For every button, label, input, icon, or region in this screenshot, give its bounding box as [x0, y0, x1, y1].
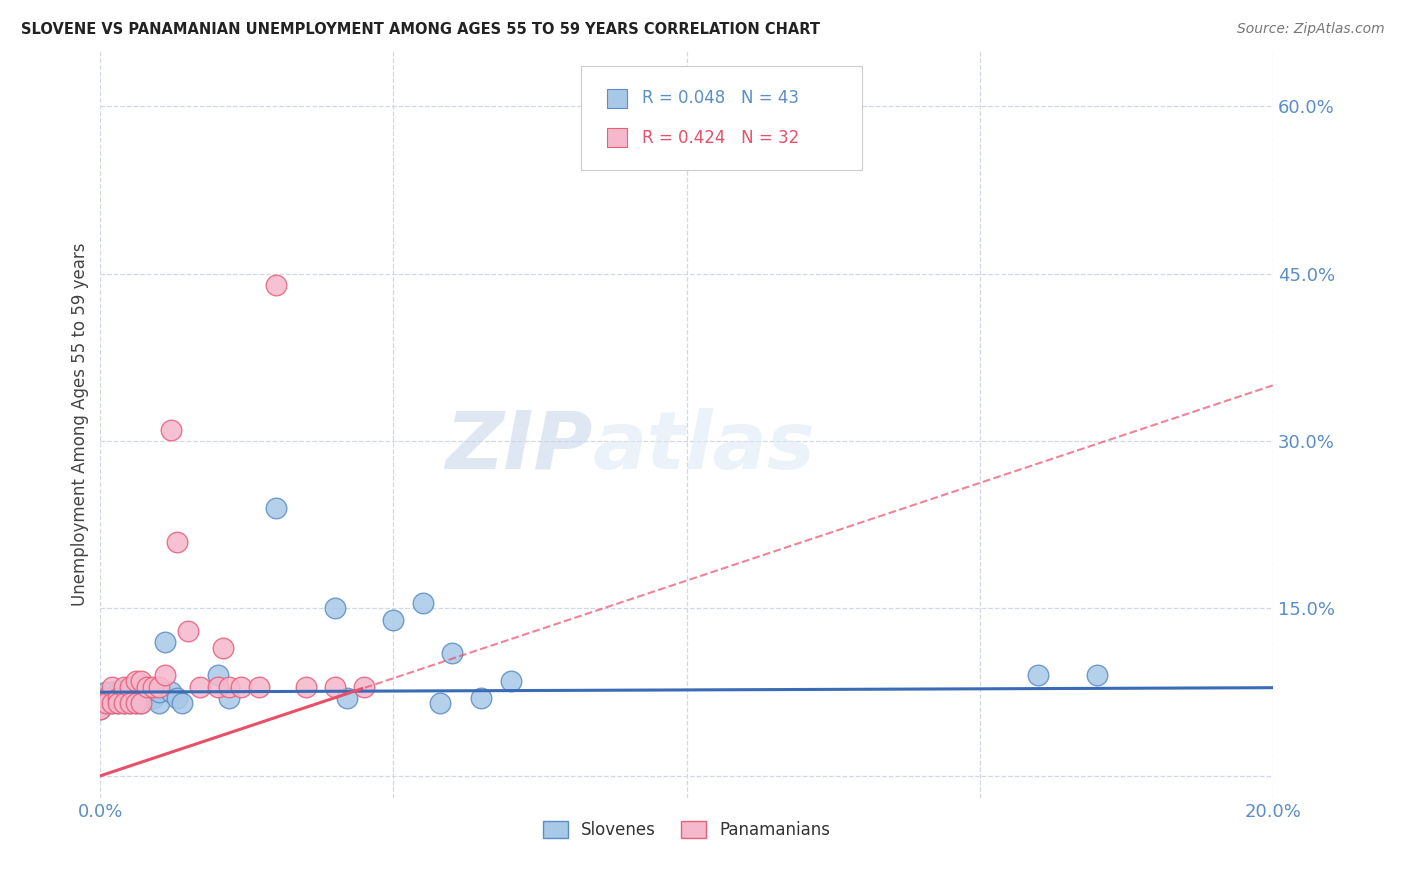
Point [107, 685, 129, 699]
Point [207, 680, 229, 694]
Point [188, 680, 211, 694]
Point [96, 696, 118, 710]
Point [247, 680, 270, 694]
Point [153, 668, 176, 682]
Point [136, 680, 159, 694]
Point [101, 696, 124, 710]
Point [353, 680, 375, 694]
Point [124, 696, 146, 710]
Point [136, 685, 159, 699]
Text: atlas: atlas [593, 408, 815, 486]
Y-axis label: Unemployment Among Ages 55 to 59 years: Unemployment Among Ages 55 to 59 years [72, 243, 89, 607]
Point [148, 696, 170, 710]
Text: R = 0.048   N = 43: R = 0.048 N = 43 [643, 89, 799, 107]
Point [148, 685, 170, 699]
Point [153, 635, 176, 649]
Point [177, 624, 200, 638]
Point [470, 690, 492, 705]
Point [412, 596, 434, 610]
Point [159, 685, 181, 699]
Point [212, 640, 235, 655]
Point [112, 690, 135, 705]
Point [218, 680, 240, 694]
Text: Source: ZipAtlas.com: Source: ZipAtlas.com [1237, 22, 1385, 37]
Point [1085, 668, 1108, 682]
Bar [607, 89, 627, 108]
Point [131, 673, 153, 688]
Point [118, 680, 141, 694]
Point [1026, 668, 1049, 682]
Point [107, 690, 129, 705]
Point [207, 668, 229, 682]
FancyBboxPatch shape [581, 66, 862, 170]
Point [112, 696, 135, 710]
Point [142, 680, 165, 694]
Point [101, 696, 124, 710]
Point [382, 613, 405, 627]
Point [112, 680, 135, 694]
Point [142, 690, 165, 705]
Point [131, 690, 153, 705]
Point [499, 673, 522, 688]
Point [124, 685, 146, 699]
Point [89, 702, 111, 716]
Point [124, 696, 146, 710]
Point [172, 696, 194, 710]
Point [148, 680, 170, 694]
Point [124, 690, 146, 705]
Point [118, 696, 141, 710]
Point [107, 696, 129, 710]
Point [118, 696, 141, 710]
Point [166, 690, 188, 705]
Point [96, 685, 118, 699]
Point [96, 690, 118, 705]
Bar [607, 128, 627, 147]
Point [136, 690, 159, 705]
Point [323, 680, 346, 694]
Point [294, 680, 316, 694]
Point [112, 696, 135, 710]
Point [264, 501, 287, 516]
Text: R = 0.424   N = 32: R = 0.424 N = 32 [643, 128, 799, 146]
Point [96, 690, 118, 705]
Point [112, 685, 135, 699]
Legend: Slovenes, Panamanians: Slovenes, Panamanians [536, 814, 837, 846]
Point [264, 277, 287, 292]
Point [441, 646, 464, 660]
Point [107, 690, 129, 705]
Point [118, 685, 141, 699]
Point [101, 685, 124, 699]
Point [335, 690, 357, 705]
Point [159, 423, 181, 437]
Point [124, 673, 146, 688]
Point [323, 601, 346, 615]
Text: SLOVENE VS PANAMANIAN UNEMPLOYMENT AMONG AGES 55 TO 59 YEARS CORRELATION CHART: SLOVENE VS PANAMANIAN UNEMPLOYMENT AMONG… [21, 22, 820, 37]
Point [131, 696, 153, 710]
Point [107, 696, 129, 710]
Point [101, 680, 124, 694]
Point [229, 680, 252, 694]
Point [118, 690, 141, 705]
Point [89, 702, 111, 716]
Point [101, 690, 124, 705]
Point [166, 534, 188, 549]
Text: ZIP: ZIP [446, 408, 593, 486]
Point [218, 690, 240, 705]
Point [131, 696, 153, 710]
Point [429, 696, 451, 710]
Point [96, 696, 118, 710]
